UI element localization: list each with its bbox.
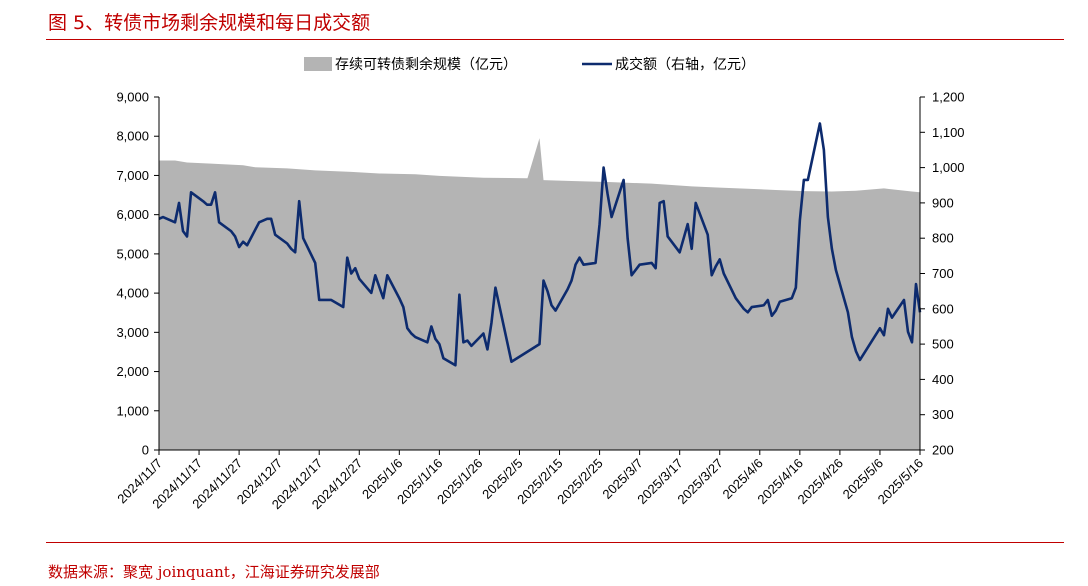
y-right-tick-label: 1,100 xyxy=(932,125,965,140)
y-right-tick-label: 900 xyxy=(932,195,954,210)
legend-label-line: 成交额（右轴，亿元） xyxy=(615,56,755,73)
figure-title: 图 5、转债市场剩余规模和每日成交额 xyxy=(48,12,371,34)
source-rule xyxy=(46,542,1064,543)
y-right-tick-label: 200 xyxy=(932,443,954,458)
y-left-tick-label: 4,000 xyxy=(116,286,149,301)
source-note: 数据来源：聚宽 joinquant，江海证券研究发展部 xyxy=(48,563,380,581)
y-left-tick-label: 8,000 xyxy=(116,129,149,144)
y-right-tick-label: 700 xyxy=(932,266,954,281)
legend: 存续可转债剩余规模（亿元） 成交额（右轴，亿元） xyxy=(304,56,755,73)
y-left-tick-label: 9,000 xyxy=(116,90,149,105)
y-right-tick-label: 500 xyxy=(932,337,954,352)
y-left-tick-label: 5,000 xyxy=(116,246,149,261)
y-right-tick-label: 600 xyxy=(932,301,954,316)
plot-area xyxy=(158,122,922,450)
legend-label-area: 存续可转债剩余规模（亿元） xyxy=(335,56,517,73)
y-left-tick-label: 1,000 xyxy=(116,403,149,418)
area-series-remaining-size xyxy=(159,138,920,450)
y-left-tick-label: 7,000 xyxy=(116,168,149,183)
y-left-tick-label: 6,000 xyxy=(116,207,149,222)
y-left-tick-label: 2,000 xyxy=(116,364,149,379)
y-left-tick-label: 0 xyxy=(142,443,149,458)
legend-swatch-area xyxy=(304,57,332,71)
y-right-tick-label: 300 xyxy=(932,407,954,422)
line-series-turnover xyxy=(158,122,922,367)
y-right-tick-label: 1,200 xyxy=(932,90,965,105)
title-rule xyxy=(46,39,1064,40)
y-left-tick-label: 3,000 xyxy=(116,325,149,340)
y-right-tick-label: 400 xyxy=(932,372,954,387)
y-right-tick-label: 800 xyxy=(932,231,954,246)
y-right-tick-label: 1,000 xyxy=(932,160,965,175)
